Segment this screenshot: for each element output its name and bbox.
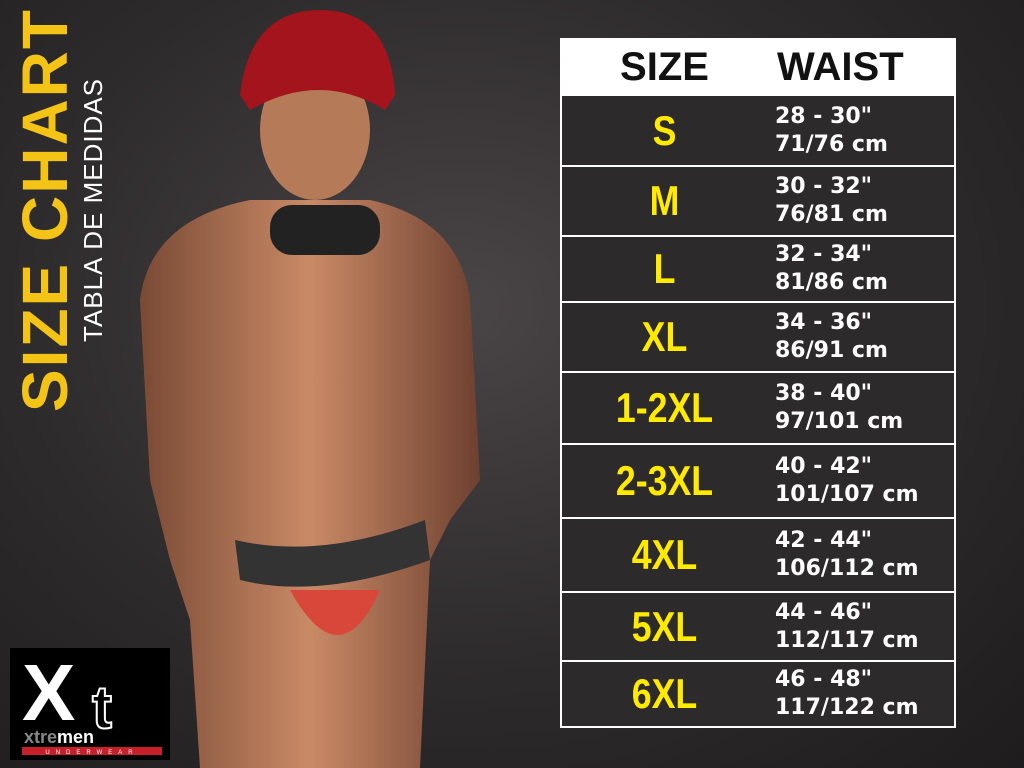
- table-row: L 32 - 34" 81/86 cm: [562, 237, 954, 301]
- waist-cell: 28 - 30" 71/76 cm: [767, 103, 954, 159]
- table-header: SIZE WAIST: [562, 40, 954, 94]
- waist-inches: 32 - 34": [775, 242, 873, 267]
- size-chart-subtitle: TABLA DE MEDIDAS: [78, 77, 108, 342]
- svg-text:UNDERWEAR: UNDERWEAR: [45, 750, 138, 756]
- size-chart-title: SIZE CHART: [9, 8, 81, 412]
- waist-cell: 42 - 44" 106/112 cm: [767, 527, 954, 583]
- waist-cell: 40 - 42" 101/107 cm: [767, 453, 954, 509]
- waist-inches: 40 - 42": [775, 454, 873, 479]
- model-photo: [140, 10, 480, 768]
- xtremen-logo: X t xtremen UNDERWEAR: [10, 648, 170, 760]
- size-cell: M: [649, 177, 680, 224]
- waist-inches: 42 - 44": [775, 528, 873, 553]
- waist-cell: 32 - 34" 81/86 cm: [767, 241, 954, 297]
- size-cell: 5XL: [631, 602, 698, 650]
- header-size: SIZE: [620, 44, 709, 89]
- table-row: M 30 - 32" 76/81 cm: [562, 167, 954, 235]
- waist-inches: 28 - 30": [775, 103, 873, 129]
- size-cell: S: [652, 106, 677, 154]
- size-cell: XL: [641, 313, 688, 360]
- waist-cm: 76/81 cm: [775, 202, 888, 227]
- table-row: S 28 - 30" 71/76 cm: [562, 96, 954, 165]
- svg-text:t: t: [92, 674, 112, 741]
- size-cell: 4XL: [631, 531, 698, 578]
- table-row: 5XL 44 - 46" 112/117 cm: [562, 593, 954, 660]
- waist-cm: 71/76 cm: [775, 131, 888, 157]
- waist-inches: 46 - 48": [775, 667, 873, 692]
- table-row: 2-3XL 40 - 42" 101/107 cm: [562, 445, 954, 517]
- size-cell: L: [653, 245, 676, 292]
- waist-cm: 112/117 cm: [775, 627, 919, 653]
- svg-text:xtremen: xtremen: [24, 727, 94, 747]
- waist-inches: 44 - 46": [775, 599, 873, 625]
- waist-inches: 30 - 32": [775, 174, 873, 199]
- table-row: 4XL 42 - 44" 106/112 cm: [562, 519, 954, 591]
- size-table: SIZE WAIST S 28 - 30" 71/76 cm M 30 - 32" 76…: [560, 38, 956, 728]
- waist-cell: 30 - 32" 76/81 cm: [767, 173, 954, 229]
- waist-cm: 81/86 cm: [775, 270, 888, 295]
- waist-cm: 97/101 cm: [775, 409, 904, 434]
- waist-cell: 44 - 46" 112/117 cm: [767, 599, 954, 655]
- table-row: 1-2XL 38 - 40" 97/101 cm: [562, 373, 954, 443]
- size-cell: 6XL: [631, 670, 698, 717]
- waist-cm: 101/107 cm: [775, 482, 919, 507]
- header-waist: WAIST: [777, 44, 904, 89]
- waist-inches: 34 - 36": [775, 310, 873, 335]
- waist-cm: 117/122 cm: [775, 695, 919, 720]
- waist-cm: 86/91 cm: [775, 338, 888, 363]
- waist-cell: 34 - 36" 86/91 cm: [767, 309, 954, 365]
- waist-cell: 38 - 40" 97/101 cm: [767, 380, 954, 436]
- svg-text:X: X: [22, 648, 75, 737]
- waist-cm: 106/112 cm: [775, 556, 919, 581]
- xt-logo-mark: X t xtremen UNDERWEAR: [22, 648, 162, 756]
- waist-inches: 38 - 40": [775, 381, 873, 406]
- table-row: 6XL 46 - 48" 117/122 cm: [562, 662, 954, 726]
- size-cell: 2-3XL: [615, 457, 714, 504]
- waist-cell: 46 - 48" 117/122 cm: [767, 666, 954, 722]
- size-cell: 1-2XL: [615, 384, 714, 431]
- table-row: XL 34 - 36" 86/91 cm: [562, 303, 954, 371]
